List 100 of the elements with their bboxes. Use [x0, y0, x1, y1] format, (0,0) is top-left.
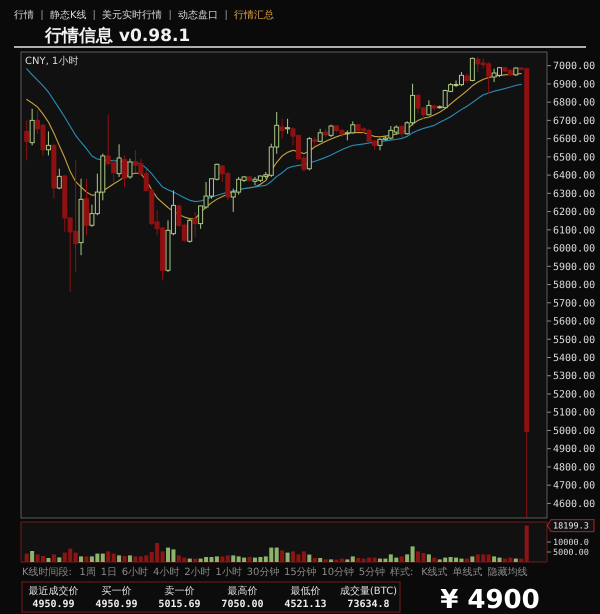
text: 30分钟 [246, 566, 280, 578]
text: 最低价 [290, 585, 320, 597]
text: K线时间段: [22, 566, 72, 578]
candlestick [127, 158, 132, 180]
bar [117, 555, 122, 562]
y-tick-label: 5200.00 [553, 389, 596, 400]
bar [514, 558, 518, 562]
text: 静态K线 [50, 9, 87, 21]
y-tick-label: 5100.00 [553, 408, 596, 419]
text: 美元实时行情 [102, 9, 162, 21]
bar [24, 554, 29, 562]
candlestick [122, 154, 128, 188]
y-tick-label: 4900.00 [553, 444, 596, 456]
bar [400, 556, 404, 562]
bar [329, 559, 334, 562]
bar [128, 555, 132, 562]
y-tick-label: 5000.00 [553, 548, 589, 558]
y-tick-label: 6000.00 [553, 244, 596, 255]
bar [188, 558, 192, 562]
y-tick-label: 5300.00 [553, 371, 596, 382]
text: 样式: [390, 566, 414, 578]
bar [324, 559, 328, 562]
y-tick-label: 5400.00 [553, 353, 596, 364]
y-tick-label: 5600.00 [553, 316, 596, 328]
text: 4950.99 [32, 599, 75, 610]
text: 5分钟 [358, 566, 386, 578]
chart-title: 行情信息 v0.98.1 [44, 26, 190, 46]
y-tick-label: 18199.3 [553, 522, 589, 532]
y-tick-label: 5700.00 [553, 298, 596, 310]
text: 5015.69 [158, 599, 201, 610]
y-tick-label: 4700.00 [553, 480, 596, 492]
candlestick [187, 218, 192, 244]
candlestick [426, 100, 432, 116]
bar [312, 558, 317, 562]
candlestick [399, 124, 404, 138]
y-tick-label: 6700.00 [553, 116, 596, 127]
bar [52, 554, 56, 562]
bar [248, 557, 252, 562]
bar [307, 554, 312, 562]
y-tick-label: 5500.00 [553, 334, 596, 346]
chart-subtitle: CNY, 1小时 [25, 55, 78, 67]
text: 10分钟 [321, 566, 354, 578]
text: 隐藏均线 [487, 566, 528, 578]
text: 卖一价 [164, 585, 194, 597]
text: 6小时 [122, 566, 148, 578]
y-tick-label: 5800.00 [553, 280, 596, 292]
text: 1周 [79, 567, 96, 578]
text: 买一价 [102, 585, 132, 597]
bar [318, 558, 322, 562]
text: 4小时 [153, 566, 180, 578]
bar [193, 558, 198, 562]
text: 15分钟 [284, 566, 317, 578]
text: 最近成交价 [28, 585, 78, 597]
text: 最高价 [228, 585, 258, 597]
y-tick-label: 6900.00 [553, 79, 596, 90]
text: 4950.99 [95, 599, 138, 610]
bar [286, 552, 290, 562]
y-tick-label: 7000.00 [553, 61, 596, 72]
bar [280, 550, 284, 562]
candlestick [192, 211, 198, 238]
bar [57, 557, 62, 562]
bar [432, 558, 436, 562]
bar [84, 556, 88, 562]
y-tick-label: 5900.00 [553, 262, 596, 273]
bar [46, 558, 50, 562]
y-tick-label: 6800.00 [553, 98, 596, 109]
y-tick-label: 6200.00 [553, 207, 596, 218]
candlestick [328, 124, 334, 138]
text: 1日 [100, 567, 117, 578]
text: 2小时 [184, 566, 211, 578]
bar [426, 554, 431, 562]
text: ¥ 4900 [440, 585, 540, 614]
y-tick-label: 6100.00 [553, 225, 596, 236]
candlestick [285, 118, 290, 134]
candlestick [470, 56, 475, 82]
y-tick-label: 6600.00 [553, 134, 596, 146]
text: 7050.00 [221, 599, 264, 610]
bar [464, 558, 469, 562]
candlestick [116, 144, 122, 178]
bar [30, 551, 34, 562]
y-tick-label: 6500.00 [553, 152, 596, 164]
text: 1小时 [215, 566, 242, 578]
text: 4521.13 [284, 599, 327, 610]
text: 73634.8 [347, 599, 390, 610]
y-tick-label: 5000.00 [553, 426, 596, 437]
text: 行情汇总 [234, 9, 274, 21]
bar [79, 556, 84, 562]
candlestick [56, 168, 62, 190]
y-tick-label: 6300.00 [553, 188, 596, 200]
bar [122, 556, 127, 562]
text: 成交量(BTC) [340, 585, 398, 597]
candlestick [30, 108, 35, 146]
text: K线式 [421, 566, 448, 578]
text: 行情 [14, 9, 34, 21]
candlestick [24, 120, 30, 161]
y-tick-label: 4600.00 [553, 498, 596, 510]
y-tick-label: 6400.00 [553, 170, 596, 182]
y-tick-label: 10000.0 [553, 538, 589, 548]
candlestick [318, 128, 323, 143]
bar [470, 556, 474, 562]
